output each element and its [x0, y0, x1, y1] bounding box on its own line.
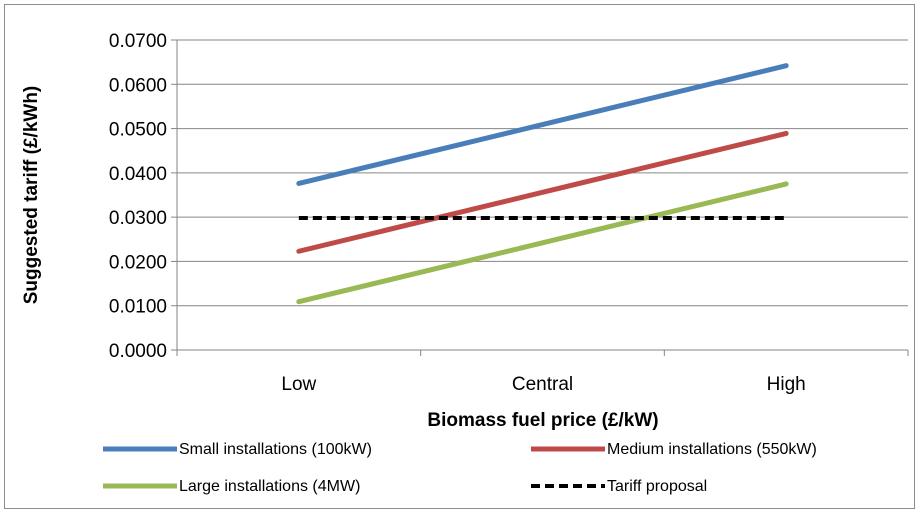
y-tick-label: 0.0300 [109, 208, 167, 229]
y-tick-label: 0.0100 [109, 297, 167, 318]
series-line-3 [296, 181, 789, 305]
legend-label-2: Medium installations (550kW) [607, 441, 817, 458]
legend-label-4: Tariff proposal [607, 478, 707, 495]
series-lines [296, 63, 789, 305]
y-axis-title: Suggested tariff (£/kWh) [21, 86, 42, 305]
legend: Small installations (100kW) Medium instal… [103, 441, 817, 495]
x-tick-label: Low [281, 374, 316, 395]
tick-labels: 0.0000 0.0100 0.0200 0.0300 0.0400 0.0500 0.06… [109, 31, 806, 395]
x-tick-label: High [767, 374, 806, 395]
y-tick-label: 0.0500 [109, 120, 167, 141]
series-line-1 [296, 63, 789, 186]
chart-frame [4, 4, 915, 509]
x-tick-label: Central [512, 374, 573, 395]
axes [171, 39, 909, 356]
y-tick-label: 0.0200 [109, 252, 167, 273]
y-tick-label: 0.0600 [109, 75, 167, 96]
series-line-2 [296, 130, 789, 254]
y-tick-label: 0.0400 [109, 164, 167, 185]
legend-label-3: Large installations (4MW) [179, 478, 360, 495]
x-axis-title: Biomass fuel price (£/kW) [427, 410, 658, 431]
y-tick-label: 0.0000 [109, 341, 167, 362]
y-tick-label: 0.0700 [109, 31, 167, 52]
gridlines [177, 39, 908, 307]
legend-label-1: Small installations (100kW) [179, 441, 372, 458]
